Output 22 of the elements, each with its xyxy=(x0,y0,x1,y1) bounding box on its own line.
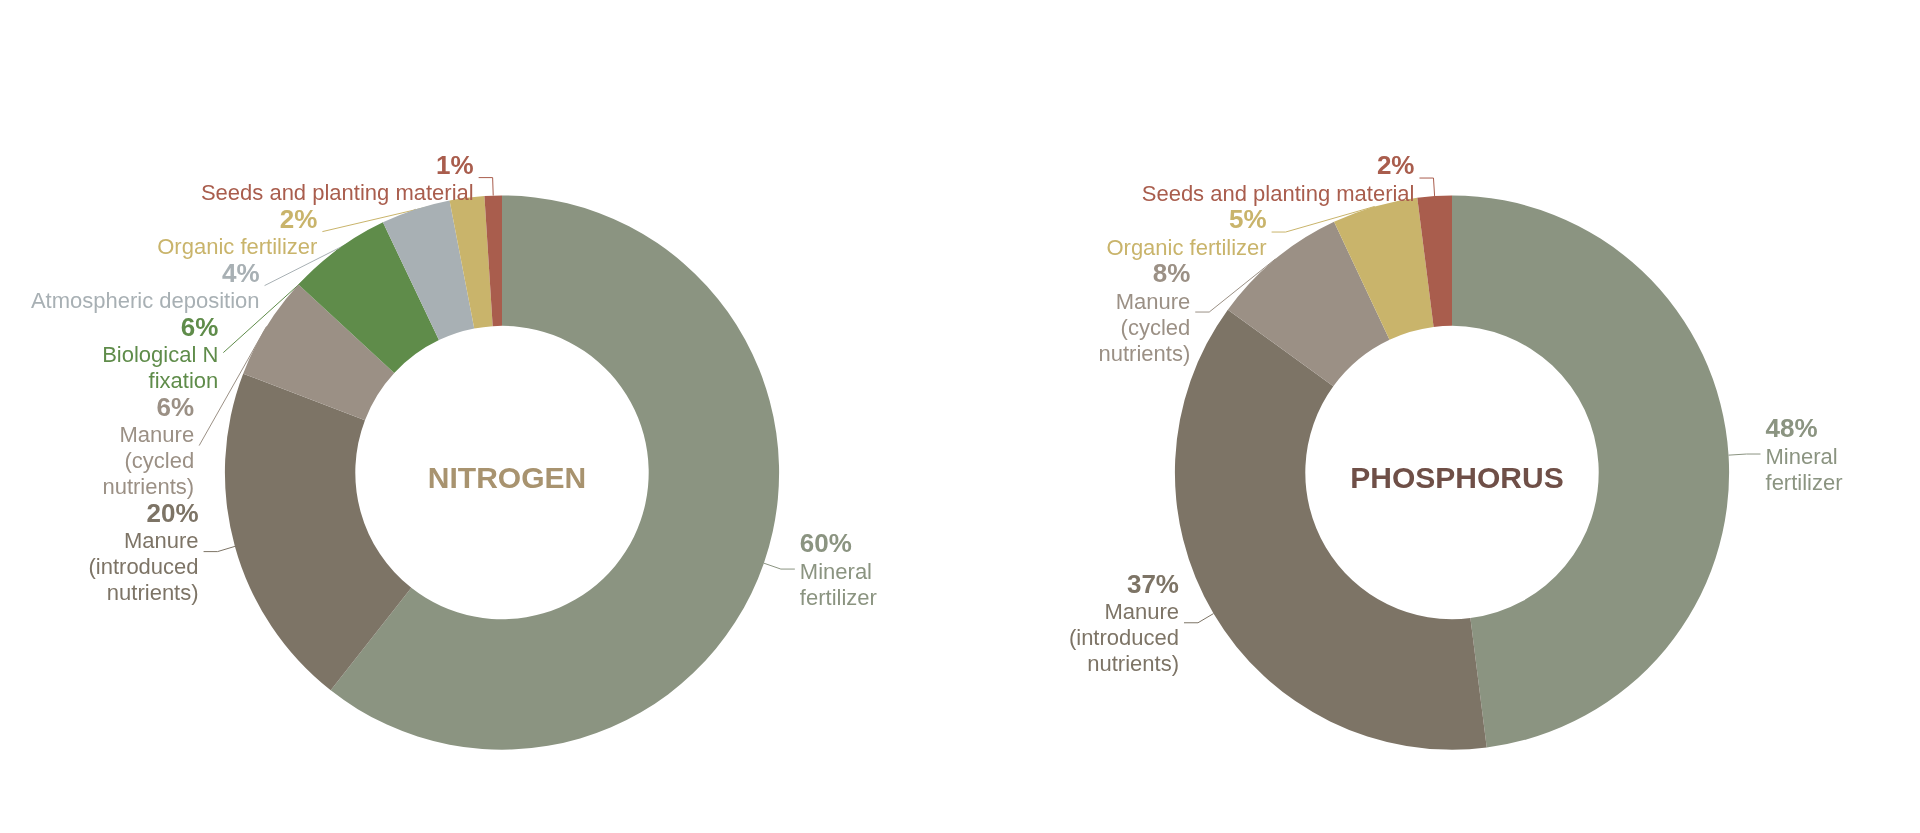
data-label: 8% xyxy=(1152,258,1191,289)
data-label: 48% xyxy=(1765,413,1818,444)
slice-label: Mineral fertilizer xyxy=(799,558,877,610)
data-label: 60% xyxy=(799,528,852,559)
slice-label: Mineral fertilizer xyxy=(1765,443,1843,495)
slice-label: Manure (introduced nutrients) xyxy=(88,528,199,606)
text: NITROGEN xyxy=(427,461,587,495)
data-label: 1% xyxy=(436,149,474,180)
slice-label: Atmospheric deposition xyxy=(30,288,260,314)
slice-label: Manure (introduced nutrients) xyxy=(1068,599,1179,677)
slice-label: Organic fertilizer xyxy=(157,234,318,260)
slice-label: Organic fertilizer xyxy=(1106,234,1267,260)
data-label: 37% xyxy=(1126,568,1179,599)
slice-label: Seeds and planting material xyxy=(1141,180,1415,206)
data-label: 6% xyxy=(156,391,195,422)
data-label: 4% xyxy=(221,257,260,288)
slice-label: Manure (cycled nutrients) xyxy=(102,422,195,500)
slice-label: Biological N fixation xyxy=(102,342,219,394)
text: PHOSPHORUS xyxy=(1350,461,1564,495)
slice-label: Seeds and planting material xyxy=(200,180,474,206)
data-label: 2% xyxy=(1376,150,1415,181)
slice-label: Manure (cycled nutrients) xyxy=(1098,288,1191,366)
